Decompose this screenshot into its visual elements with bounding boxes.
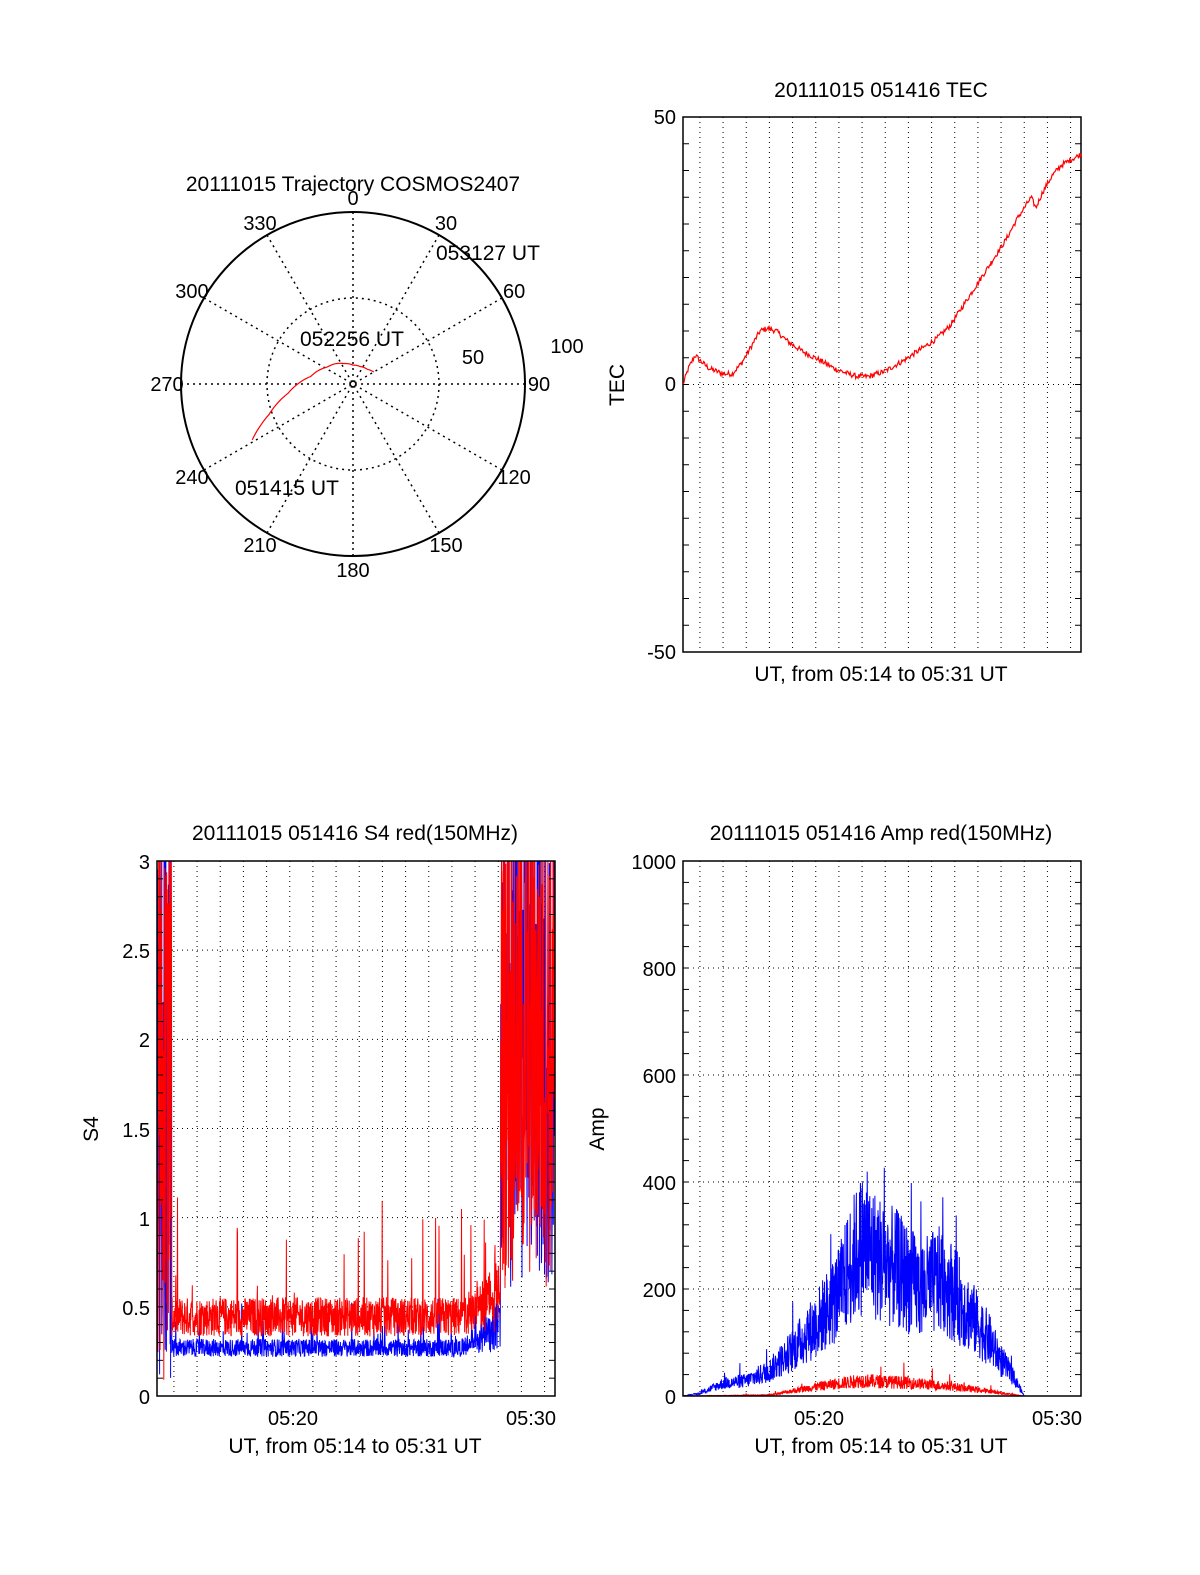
s4-xlabel: UT, from 05:14 to 05:31 UT xyxy=(228,1435,481,1458)
s4-xtick-0520: 05:20 xyxy=(268,1408,318,1430)
amp-blue-series-line xyxy=(683,1167,1081,1396)
s4-ytick-2: 2 xyxy=(139,1030,150,1052)
tec-grid xyxy=(683,117,1081,652)
amp-ylabel: Amp xyxy=(586,1107,609,1150)
amp-ytick-200: 200 xyxy=(643,1280,676,1302)
polar-azimuth-label: 30 xyxy=(435,213,457,235)
tec-ytick-neg50: -50 xyxy=(647,642,676,664)
polar-azimuth-label: 0 xyxy=(347,188,358,210)
s4-ytick-1: 1 xyxy=(139,1209,150,1231)
tec-title: 20111015 051416 TEC xyxy=(774,79,988,102)
polar-azimuth-label: 300 xyxy=(175,281,208,303)
amp-panel: 20111015 051416 Amp red(150MHz) 0 200 40… xyxy=(586,822,1082,1458)
polar-azimuth-label: 120 xyxy=(497,467,530,489)
amp-ytick-400: 400 xyxy=(643,1173,676,1195)
s4-ytick-3: 3 xyxy=(139,852,150,874)
tec-plot-frame xyxy=(682,116,1082,653)
amp-plot-frame xyxy=(682,860,1082,1397)
trajectory-start-label: 051415 UT xyxy=(235,477,339,500)
tec-xlabel: UT, from 05:14 to 05:31 UT xyxy=(754,663,1007,686)
polar-azimuth-label: 150 xyxy=(429,535,462,557)
amp-xlabel: UT, from 05:14 to 05:31 UT xyxy=(754,1435,1007,1458)
polar-azimuth-label: 60 xyxy=(503,281,525,303)
amp-ytick-0: 0 xyxy=(665,1387,676,1409)
amp-ytick-600: 600 xyxy=(643,1066,676,1088)
trajectory-title: 20111015 Trajectory COSMOS2407 xyxy=(186,173,520,196)
tec-ylabel: TEC xyxy=(606,364,629,406)
tec-ticks xyxy=(683,116,1081,653)
polar-azimuth-label: 90 xyxy=(528,374,550,396)
amp-ytick-800: 800 xyxy=(643,959,676,981)
s4-title: 20111015 051416 S4 red(150MHz) xyxy=(192,822,518,845)
s4-panel: 20111015 051416 S4 red(150MHz) 0 0.5 1 1… xyxy=(80,822,556,1458)
tec-ytick-50: 50 xyxy=(654,107,676,129)
trajectory-panel: 20111015 Trajectory COSMOS2407 0 30 60 90 12… xyxy=(150,173,583,582)
s4-ytick-0.5: 0.5 xyxy=(122,1298,150,1320)
radial-label-100: 100 xyxy=(550,336,583,358)
amp-grid xyxy=(683,861,1081,1396)
polar-azimuth-label: 330 xyxy=(243,213,276,235)
polar-azimuth-label: 240 xyxy=(175,467,208,489)
amp-xtick-0530: 05:30 xyxy=(1032,1408,1082,1430)
polar-azimuth-label: 180 xyxy=(336,560,369,582)
s4-red-series-line xyxy=(157,861,555,1380)
amp-xtick-0520: 05:20 xyxy=(794,1408,844,1430)
polar-azimuth-label: 210 xyxy=(243,535,276,557)
amp-ticks xyxy=(683,860,1081,1397)
trajectory-mid-label: 052256 UT xyxy=(300,328,404,351)
trajectory-end-label: 053127 UT xyxy=(436,242,540,265)
polar-azimuth-label: 270 xyxy=(150,374,183,396)
s4-ytick-0: 0 xyxy=(139,1387,150,1409)
trajectory-line xyxy=(251,362,375,441)
s4-xtick-0530: 05:30 xyxy=(506,1408,556,1430)
s4-ytick-1.5: 1.5 xyxy=(122,1120,150,1142)
s4-blue-series-line xyxy=(157,861,555,1378)
s4-ticks xyxy=(157,860,555,1397)
tec-series-line xyxy=(682,153,1082,385)
radial-label-50: 50 xyxy=(462,347,484,369)
s4-ylabel: S4 xyxy=(80,1116,103,1142)
tec-panel: 20111015 051416 TEC 50 0 -50 TEC UT, fro… xyxy=(606,79,1082,686)
polar-azimuth-labels: 0 30 60 90 120 150 180 210 240 270 300 330 xyxy=(150,188,550,582)
amp-title: 20111015 051416 Amp red(150MHz) xyxy=(710,822,1052,845)
s4-ytick-2.5: 2.5 xyxy=(122,941,150,963)
tec-ytick-0: 0 xyxy=(665,374,676,396)
amp-ytick-1000: 1000 xyxy=(632,852,677,874)
